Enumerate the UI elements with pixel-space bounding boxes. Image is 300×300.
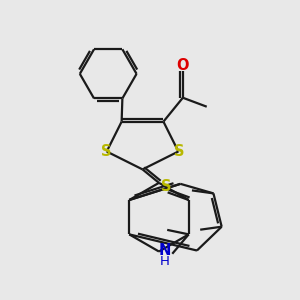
Text: S: S [174,144,184,159]
Text: O: O [176,58,189,73]
Text: H: H [159,255,169,268]
Text: S: S [101,144,111,159]
Text: N: N [158,242,170,257]
Text: S: S [161,179,171,194]
